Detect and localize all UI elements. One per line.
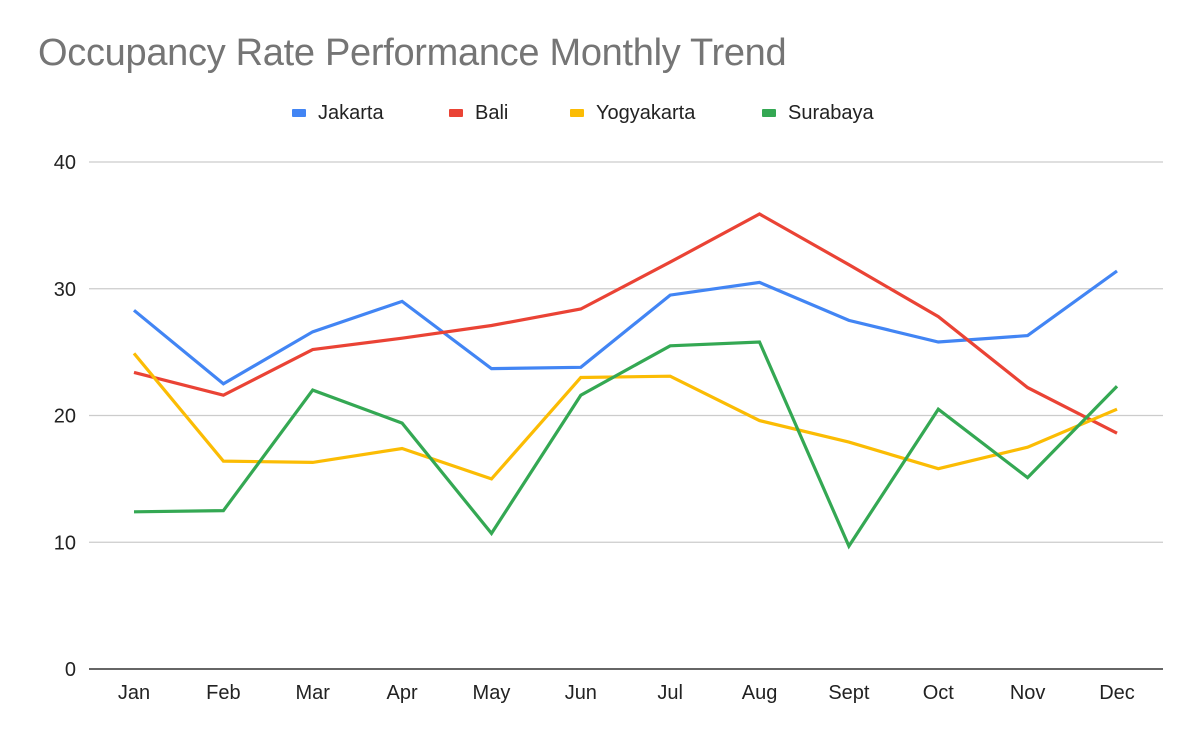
series-line-bali[interactable] (133, 212, 1118, 435)
legend-swatch-yogyakarta (570, 109, 584, 117)
legend-label-surabaya: Surabaya (788, 101, 874, 124)
x-tick-label-feb: Feb (206, 682, 240, 704)
legend-label-jakarta: Jakarta (318, 101, 384, 124)
y-tick-label: 30 (54, 279, 76, 301)
gridlines (89, 161, 1163, 543)
x-tick-label-aug: Aug (742, 682, 778, 704)
legend-item-surabaya[interactable]: Surabaya (762, 98, 874, 128)
x-tick-label-mar: Mar (296, 682, 331, 704)
series-line-surabaya[interactable] (133, 340, 1119, 550)
legend-label-yogyakarta: Yogyakarta (596, 101, 696, 124)
x-axis-ticks: Jan Feb Mar Apr May Jun Jul Aug Sept Oct Nov Dec (118, 682, 1135, 704)
x-tick-label-jun: Jun (565, 682, 597, 704)
series-lines (132, 212, 1119, 550)
x-tick-label-may: May (473, 682, 511, 704)
y-tick-label: 0 (65, 659, 76, 681)
x-tick-label-apr: Apr (387, 682, 418, 704)
legend-swatch-bali (449, 109, 463, 117)
x-tick-label-oct: Oct (923, 682, 955, 704)
series-line-yogyakarta[interactable] (132, 352, 1118, 481)
legend-swatch-surabaya (762, 109, 776, 117)
x-tick-label-dec: Dec (1099, 682, 1135, 704)
y-tick-label: 40 (54, 152, 76, 174)
x-tick-label-jan: Jan (118, 682, 150, 704)
y-tick-label: 10 (54, 532, 76, 554)
y-axis-ticks: 0 10 20 30 40 (54, 152, 76, 681)
chart-title: Occupancy Rate Performance Monthly Trend (38, 32, 787, 74)
legend-item-jakarta[interactable]: Jakarta (292, 98, 384, 128)
legend-item-yogyakarta[interactable]: Yogyakarta (570, 98, 695, 128)
legend-swatch-jakarta (292, 109, 306, 117)
series-line-jakarta[interactable] (132, 269, 1118, 386)
legend-item-bali[interactable]: Bali (449, 98, 508, 128)
legend-label-bali: Bali (475, 101, 509, 124)
y-tick-label: 20 (54, 406, 76, 428)
x-tick-label-nov: Nov (1010, 682, 1046, 704)
x-tick-label-jul: Jul (657, 682, 683, 704)
legend: Jakarta Bali Yogyakarta Surabaya (0, 98, 1200, 128)
x-tick-label-sept: Sept (828, 682, 870, 704)
